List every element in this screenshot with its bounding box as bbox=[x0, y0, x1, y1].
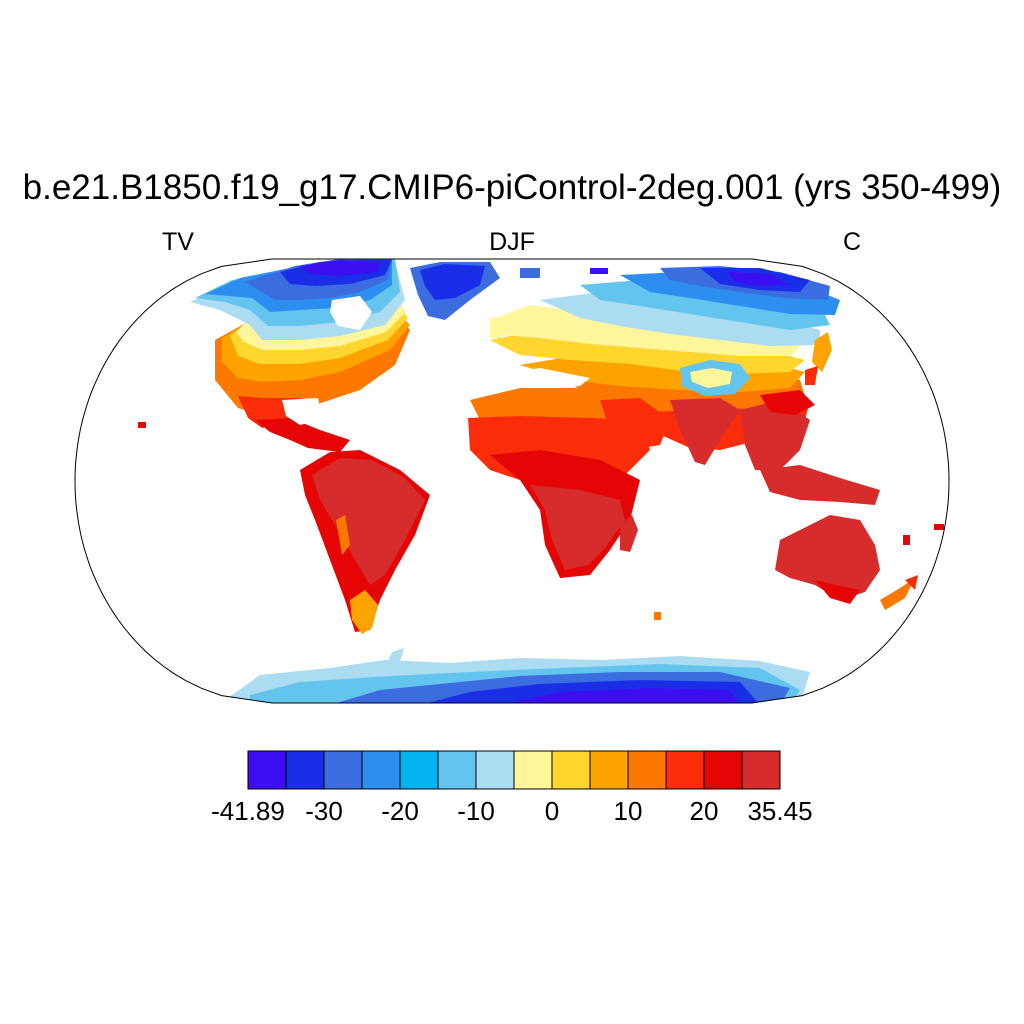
iceland-region bbox=[520, 268, 540, 278]
south-america-region bbox=[350, 590, 378, 634]
island bbox=[903, 535, 910, 545]
south-america-region bbox=[336, 515, 350, 555]
hawaii bbox=[138, 422, 146, 428]
antarctic-peninsula bbox=[385, 648, 404, 672]
mediterranean bbox=[512, 368, 590, 388]
madagascar bbox=[620, 515, 638, 552]
colorbar-swatch bbox=[703, 750, 743, 790]
colorbar bbox=[247, 750, 781, 790]
colorbar-swatch bbox=[627, 750, 667, 790]
maritime-continent bbox=[760, 465, 880, 505]
north-america-region bbox=[255, 418, 350, 452]
greenland-region bbox=[420, 264, 485, 300]
africa-region bbox=[470, 388, 630, 420]
japan bbox=[812, 332, 832, 372]
colorbar-swatch bbox=[741, 750, 781, 790]
colorbar-tick-label: -20 bbox=[381, 796, 419, 826]
colorbar-swatch bbox=[665, 750, 705, 790]
north-america-region bbox=[300, 260, 380, 276]
variable-label: TV bbox=[162, 228, 194, 256]
uk-region bbox=[490, 318, 502, 338]
eurasia-region bbox=[540, 292, 820, 346]
se-asia-region bbox=[760, 390, 815, 415]
colorbar-tick-label: 20 bbox=[689, 796, 719, 826]
island bbox=[934, 524, 944, 530]
colorbar-swatch bbox=[437, 750, 477, 790]
south-america-region bbox=[312, 458, 425, 585]
tibet-cold-region bbox=[690, 368, 732, 388]
colorbar-tick-label: 10 bbox=[613, 796, 643, 826]
colorbar-swatch bbox=[285, 750, 325, 790]
eurasia-region bbox=[490, 305, 800, 356]
new-zealand bbox=[905, 575, 918, 590]
colorbar-swatch bbox=[589, 750, 629, 790]
season-label: DJF bbox=[489, 228, 535, 256]
units-label: C bbox=[843, 228, 862, 256]
colorbar-tick-label: -30 bbox=[305, 796, 343, 826]
svalbard-region bbox=[590, 268, 608, 274]
map-boundary bbox=[74, 258, 950, 704]
eurasia-region bbox=[580, 280, 830, 330]
australia-region bbox=[815, 580, 860, 604]
colorbar-swatch bbox=[247, 750, 287, 790]
new-zealand bbox=[880, 578, 915, 610]
africa-region bbox=[530, 485, 625, 570]
plot-title: b.e21.B1850.f19_g17.CMIP6-piControl-2deg… bbox=[22, 168, 1002, 207]
colorbar-swatch bbox=[323, 750, 363, 790]
colorbar-swatch bbox=[513, 750, 553, 790]
se-asia-region bbox=[740, 400, 810, 470]
eurasia-region bbox=[728, 272, 790, 286]
colorbar-tick-label: 35.45 bbox=[747, 796, 813, 826]
colorbar-tick-label: -10 bbox=[457, 796, 495, 826]
hudson-bay bbox=[330, 296, 372, 330]
colorbar-tick-label: 0 bbox=[544, 796, 560, 826]
india-region bbox=[670, 398, 740, 465]
colorbar-tick-label: -41.89 bbox=[211, 796, 285, 826]
australia-region bbox=[775, 515, 880, 600]
colorbar-swatch bbox=[399, 750, 439, 790]
japan bbox=[805, 366, 818, 385]
map-fill-layer bbox=[138, 259, 944, 703]
colorbar-swatch bbox=[551, 750, 591, 790]
gulf-of-mexico bbox=[282, 398, 322, 425]
colorbar-swatch bbox=[361, 750, 401, 790]
arabia-region bbox=[600, 398, 670, 450]
island bbox=[654, 612, 661, 620]
antarctica-region bbox=[500, 688, 740, 703]
colorbar-swatch bbox=[475, 750, 515, 790]
